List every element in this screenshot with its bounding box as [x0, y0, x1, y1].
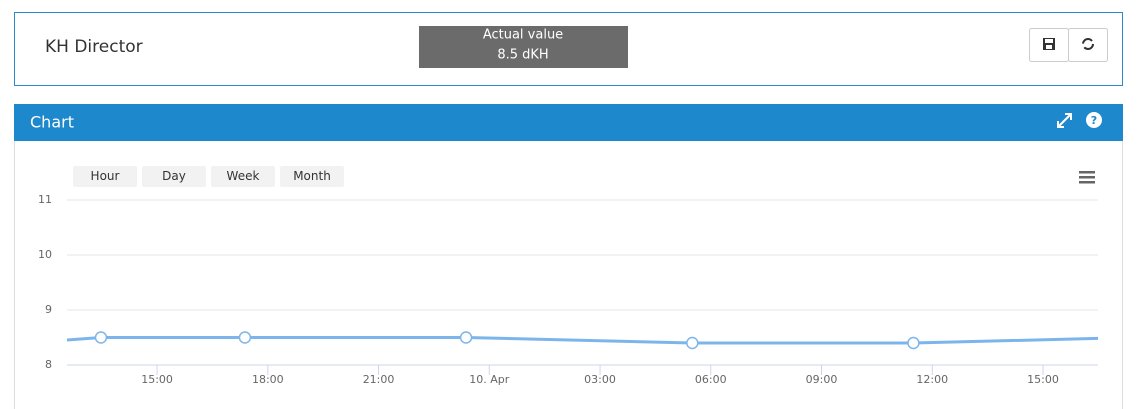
point-marker[interactable]: [907, 336, 920, 350]
panel-title: Chart: [30, 113, 74, 132]
x-tick-label: 03:00: [584, 373, 616, 386]
device-title: KH Director: [45, 37, 143, 57]
x-tick-label: 12:00: [916, 373, 948, 386]
y-tick-label: 9: [45, 303, 52, 316]
range-button-label[interactable]: Week: [227, 169, 260, 183]
point-marker[interactable]: [94, 331, 108, 344]
x-tick-label: 18:00: [252, 373, 284, 386]
point-marker[interactable]: [238, 331, 252, 344]
x-tick-label: 10. Apr: [469, 373, 509, 386]
y-tick-label: 11: [38, 193, 52, 206]
chart-menu[interactable]: [1079, 171, 1095, 184]
point-marker[interactable]: [686, 336, 699, 350]
x-tick-label: 21:00: [363, 373, 395, 386]
actual-label: Actual value: [483, 28, 563, 43]
range-button[interactable]: [142, 166, 206, 187]
panel-header: [14, 104, 1123, 141]
point-marker[interactable]: [22, 338, 33, 349]
range-button[interactable]: [73, 166, 137, 187]
range-button-label[interactable]: Hour: [91, 169, 120, 183]
point-marker[interactable]: [459, 331, 473, 344]
save-button[interactable]: [1029, 28, 1069, 62]
range-button-label[interactable]: Day: [162, 169, 186, 183]
range-button[interactable]: [280, 166, 344, 187]
point-marker[interactable]: [1130, 332, 1139, 343]
expand-icon[interactable]: [1057, 113, 1072, 128]
series-line: [67, 336, 1098, 345]
plot-area: [22, 331, 1139, 350]
y-tick-label: 8: [45, 358, 52, 371]
x-tick-label: 06:00: [695, 373, 727, 386]
range-button-label[interactable]: Month: [293, 169, 331, 183]
actual-value: 8.5 dKH: [497, 48, 548, 63]
x-tick-label: 15:00: [1027, 373, 1059, 386]
svg-text:?: ?: [1091, 114, 1097, 127]
y-tick-label: 10: [38, 248, 52, 261]
refresh-button[interactable]: [1068, 28, 1108, 62]
x-tick-label: 15:00: [141, 373, 173, 386]
actual-value-box: [419, 26, 628, 68]
x-tick-label: 09:00: [806, 373, 838, 386]
help-icon[interactable]: ?: [1086, 112, 1102, 128]
range-button[interactable]: [211, 166, 275, 187]
